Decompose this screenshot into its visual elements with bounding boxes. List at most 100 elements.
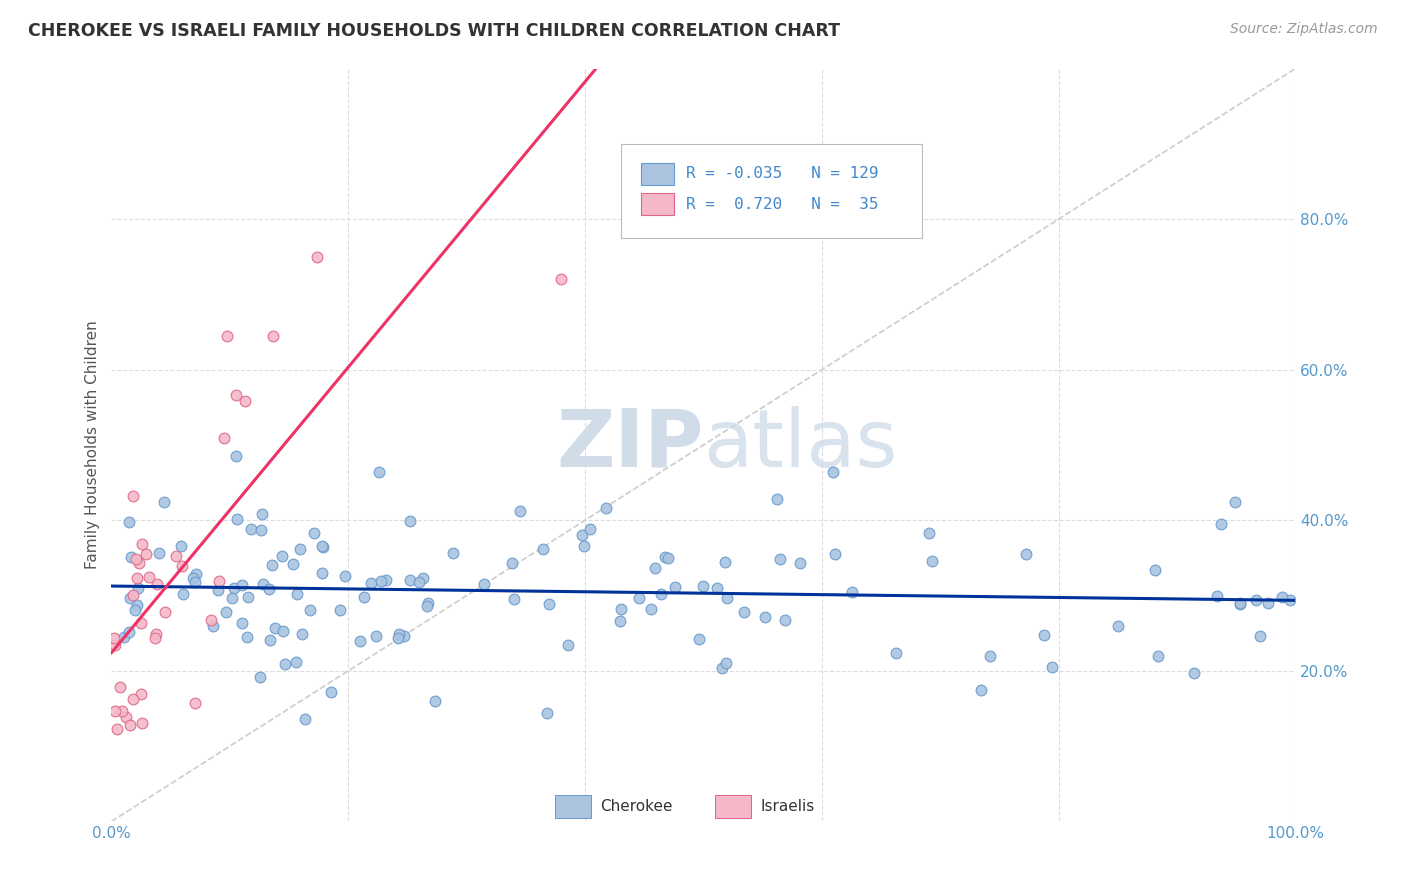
Point: [135, 547, 157, 561]
Point: [215, 605, 238, 619]
FancyBboxPatch shape: [555, 795, 591, 818]
Point: [733, 605, 755, 619]
Point: [294, 712, 316, 726]
Point: [571, 527, 593, 541]
Point: [312, 541, 335, 555]
Point: [236, 590, 259, 604]
Point: [225, 450, 247, 464]
Point: [399, 573, 422, 587]
Point: [329, 603, 352, 617]
Point: [1205, 589, 1227, 603]
Point: [143, 631, 166, 645]
Point: [884, 646, 907, 660]
Point: [225, 388, 247, 402]
Point: [1257, 596, 1279, 610]
Point: [112, 630, 135, 644]
Point: [127, 598, 149, 612]
Text: R =  0.720   N =  35: R = 0.720 N = 35: [686, 196, 879, 211]
Point: [120, 718, 142, 732]
Point: [650, 587, 672, 601]
Point: [657, 551, 679, 566]
Point: [1107, 619, 1129, 633]
Point: [291, 627, 314, 641]
Point: [231, 577, 253, 591]
Point: [640, 602, 662, 616]
Point: [302, 526, 325, 541]
Point: [215, 328, 238, 343]
FancyBboxPatch shape: [716, 795, 751, 818]
Point: [688, 632, 710, 647]
Text: atlas: atlas: [703, 406, 898, 484]
Point: [1225, 494, 1247, 508]
FancyBboxPatch shape: [641, 162, 673, 186]
Point: [281, 557, 304, 571]
Point: [259, 632, 281, 647]
Point: [200, 613, 222, 627]
Point: [122, 489, 145, 503]
Point: [307, 250, 329, 264]
Point: [212, 431, 235, 445]
Point: [131, 715, 153, 730]
Point: [224, 581, 246, 595]
FancyBboxPatch shape: [641, 193, 673, 215]
Point: [766, 491, 789, 506]
Point: [124, 603, 146, 617]
Point: [550, 272, 572, 286]
Point: [274, 657, 297, 672]
Point: [236, 630, 259, 644]
Point: [250, 508, 273, 522]
Point: [408, 575, 430, 590]
Point: [714, 657, 737, 671]
Point: [1209, 516, 1232, 531]
Point: [501, 556, 523, 570]
Point: [664, 580, 686, 594]
Point: [225, 512, 247, 526]
Point: [207, 582, 229, 597]
Point: [208, 574, 231, 588]
Point: [824, 547, 846, 561]
Point: [138, 569, 160, 583]
Point: [288, 541, 311, 556]
Point: [1249, 629, 1271, 643]
Point: [235, 394, 257, 409]
Point: [148, 546, 170, 560]
Point: [311, 539, 333, 553]
Point: [572, 539, 595, 553]
Point: [644, 560, 666, 574]
Point: [284, 655, 307, 669]
Point: [115, 709, 138, 723]
Point: [509, 504, 531, 518]
Point: [231, 615, 253, 630]
Point: [1144, 563, 1167, 577]
Point: [333, 569, 356, 583]
Point: [349, 634, 371, 648]
Point: [319, 685, 342, 699]
Point: [298, 603, 321, 617]
Text: Source: ZipAtlas.com: Source: ZipAtlas.com: [1230, 22, 1378, 37]
Point: [170, 558, 193, 573]
Point: [129, 616, 152, 631]
Point: [124, 552, 146, 566]
Point: [250, 523, 273, 537]
Point: [184, 566, 207, 581]
Point: [252, 577, 274, 591]
Point: [1244, 592, 1267, 607]
Point: [536, 706, 558, 720]
Point: [104, 704, 127, 718]
Point: [153, 606, 176, 620]
Point: [654, 550, 676, 565]
Point: [128, 556, 150, 570]
Point: [360, 576, 382, 591]
Point: [169, 539, 191, 553]
Point: [841, 585, 863, 599]
Point: [1015, 547, 1038, 561]
Point: [1182, 666, 1205, 681]
Point: [754, 610, 776, 624]
Point: [714, 555, 737, 569]
Y-axis label: Family Households with Children: Family Households with Children: [86, 320, 100, 569]
Point: [423, 694, 446, 708]
Point: [153, 495, 176, 509]
Point: [129, 687, 152, 701]
Point: [260, 558, 283, 572]
Point: [1229, 597, 1251, 611]
